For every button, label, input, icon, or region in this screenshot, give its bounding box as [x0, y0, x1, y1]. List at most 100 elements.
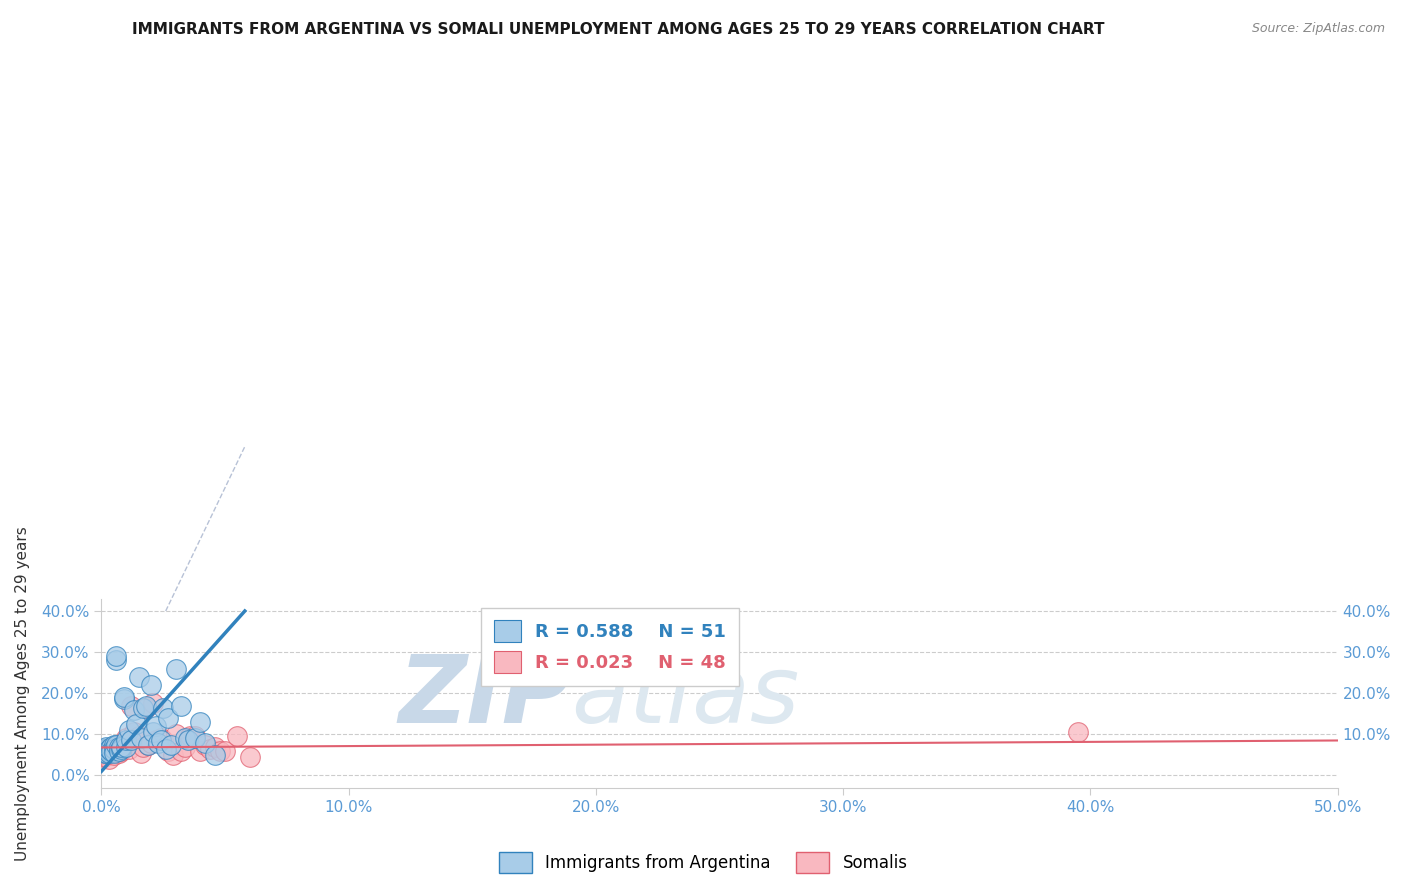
Point: [97, 746, 120, 760]
Point: [125, 717, 148, 731]
Point: [135, 698, 157, 713]
Legend: R = 0.588    N = 51, R = 0.023    N = 48: R = 0.588 N = 51, R = 0.023 N = 48: [481, 607, 740, 686]
Point: [132, 739, 155, 754]
Point: [100, 739, 122, 754]
Point: [103, 741, 125, 756]
Point: [239, 750, 262, 764]
Point: [184, 730, 207, 744]
Text: IMMIGRANTS FROM ARGENTINA VS SOMALI UNEMPLOYMENT AMONG AGES 25 TO 29 YEARS CORRE: IMMIGRANTS FROM ARGENTINA VS SOMALI UNEM…: [132, 22, 1105, 37]
Point: [132, 700, 155, 714]
Point: [122, 703, 145, 717]
Point: [115, 733, 138, 747]
Point: [125, 731, 148, 746]
Point: [96, 741, 118, 756]
Point: [179, 730, 201, 744]
Point: [110, 739, 132, 754]
Point: [129, 746, 152, 760]
Point: [115, 731, 138, 746]
Point: [97, 752, 120, 766]
Point: [200, 741, 222, 756]
Point: [128, 670, 150, 684]
Point: [129, 731, 152, 746]
Point: [226, 730, 249, 744]
Text: ZIP: ZIP: [398, 651, 571, 743]
Point: [97, 744, 120, 758]
Point: [135, 700, 157, 714]
Point: [145, 733, 167, 747]
Point: [188, 714, 211, 729]
Point: [112, 735, 135, 749]
Point: [169, 698, 191, 713]
Point: [139, 678, 162, 692]
Point: [112, 690, 135, 705]
Point: [93, 750, 115, 764]
Point: [103, 744, 125, 758]
Point: [97, 744, 120, 758]
Point: [100, 741, 122, 756]
Point: [1067, 725, 1090, 739]
Point: [93, 744, 115, 758]
Point: [105, 744, 128, 758]
Point: [100, 746, 122, 760]
Point: [174, 739, 197, 754]
Point: [97, 741, 120, 756]
Point: [142, 697, 165, 711]
Point: [117, 741, 139, 756]
Point: [142, 725, 165, 739]
Point: [107, 746, 129, 760]
Point: [120, 733, 142, 747]
Point: [100, 744, 122, 758]
Point: [194, 735, 217, 749]
Point: [157, 744, 180, 758]
Point: [93, 746, 115, 760]
Point: [103, 746, 125, 760]
Point: [174, 731, 197, 746]
Point: [194, 738, 217, 752]
Point: [117, 723, 139, 738]
Point: [105, 738, 128, 752]
Point: [122, 725, 145, 739]
Point: [149, 731, 172, 746]
Point: [105, 739, 128, 754]
Point: [96, 741, 118, 756]
Point: [96, 746, 118, 760]
Point: [107, 738, 129, 752]
Point: [204, 747, 226, 762]
Point: [145, 719, 167, 733]
Point: [96, 747, 118, 762]
Point: [169, 744, 191, 758]
Legend: Immigrants from Argentina, Somalis: Immigrants from Argentina, Somalis: [492, 846, 914, 880]
Point: [110, 744, 132, 758]
Point: [96, 739, 118, 754]
Point: [93, 746, 115, 760]
Point: [149, 733, 172, 747]
Point: [110, 741, 132, 756]
Point: [204, 739, 226, 754]
Point: [138, 738, 160, 752]
Point: [105, 653, 128, 667]
Point: [110, 739, 132, 754]
Point: [214, 744, 236, 758]
Point: [139, 735, 162, 749]
Text: Source: ZipAtlas.com: Source: ZipAtlas.com: [1251, 22, 1385, 36]
Point: [162, 747, 184, 762]
Point: [93, 741, 115, 756]
Point: [103, 738, 125, 752]
Text: atlas: atlas: [571, 651, 800, 742]
Point: [177, 733, 200, 747]
Point: [159, 738, 181, 752]
Point: [152, 733, 174, 747]
Point: [105, 649, 128, 664]
Point: [155, 741, 177, 756]
Point: [184, 731, 207, 746]
Point: [120, 698, 142, 713]
Point: [107, 739, 129, 754]
Point: [152, 700, 174, 714]
Point: [188, 744, 211, 758]
Point: [209, 744, 232, 758]
Point: [165, 727, 187, 741]
Point: [103, 747, 125, 762]
Point: [148, 735, 170, 749]
Point: [112, 692, 135, 706]
Point: [157, 711, 180, 725]
